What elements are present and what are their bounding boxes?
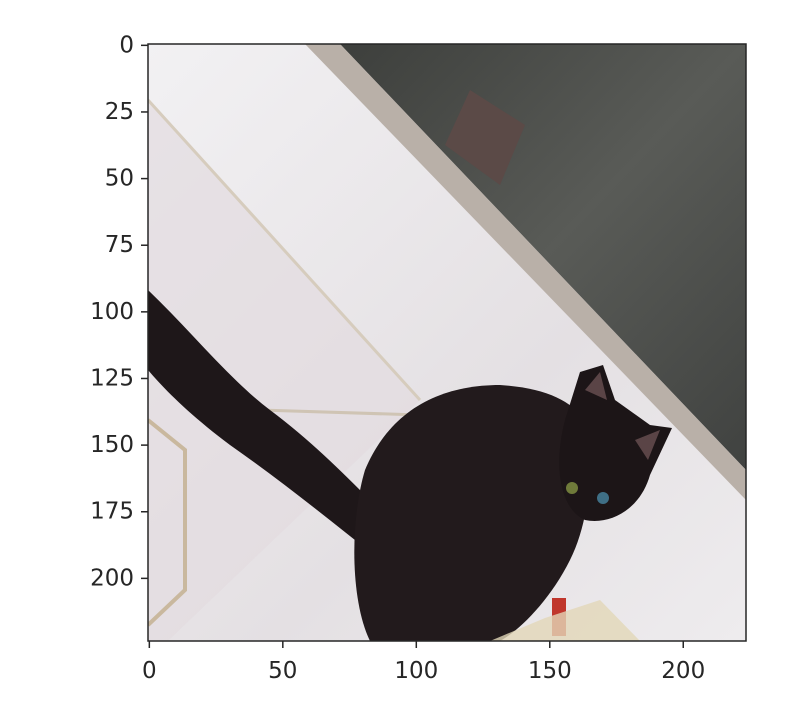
kitten-head <box>559 365 672 521</box>
y-tick-label: 75 <box>105 232 134 258</box>
y-tick-label: 0 <box>119 32 134 58</box>
kitten-ear-inner <box>585 372 607 400</box>
left-wall-shade <box>148 100 420 641</box>
x-tick-label: 100 <box>394 658 438 684</box>
axes-frame <box>147 43 747 642</box>
door-handle <box>445 90 525 185</box>
kitten-eye-left <box>566 482 578 494</box>
floor-object-paper <box>490 600 640 641</box>
kitten-tail <box>148 290 380 560</box>
x-tick-label: 200 <box>661 658 705 684</box>
y-tick-label: 125 <box>90 365 134 391</box>
x-axis: 0 50 100 150 200 <box>142 641 705 684</box>
y-tick-label: 150 <box>90 432 134 458</box>
y-tick-label: 25 <box>105 99 134 125</box>
baseboard-line <box>148 418 187 627</box>
door-frame-light <box>305 44 746 500</box>
y-tick-label: 200 <box>90 565 134 591</box>
tile-line <box>148 98 422 402</box>
x-tick-label: 0 <box>142 658 157 684</box>
y-tick-label: 175 <box>90 499 134 525</box>
tile-line-2 <box>259 408 421 417</box>
y-axis: 0 25 50 75 100 125 150 175 200 <box>90 32 148 591</box>
image-plot <box>148 44 746 641</box>
x-tick-label: 150 <box>528 658 572 684</box>
y-tick-label: 100 <box>90 299 134 325</box>
x-tick-label: 50 <box>268 658 297 684</box>
y-tick-label: 50 <box>105 166 134 192</box>
kitten-eye-right <box>597 492 609 504</box>
kitten-body <box>354 385 590 641</box>
kitten-ear-inner-2 <box>635 430 660 460</box>
